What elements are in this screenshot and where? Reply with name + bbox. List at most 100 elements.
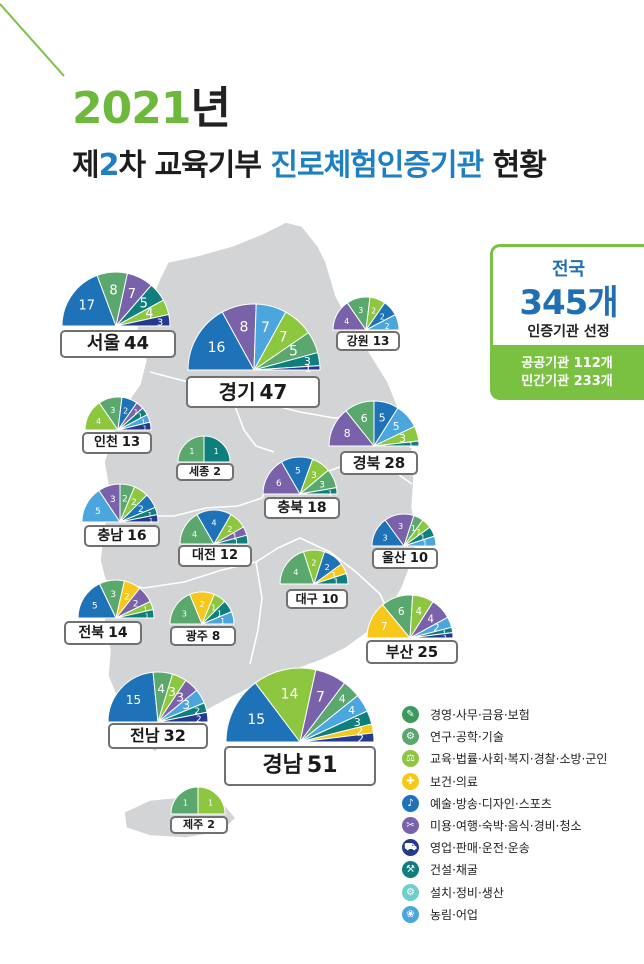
pie-slice-value: 2 — [133, 599, 139, 609]
page-title: 제2차 교육기부 진로체험인증기관 현황 — [72, 146, 547, 186]
legend-item: ✎ 경영·사무·금융·보험 — [402, 704, 642, 726]
pie-slice-value: 1 — [220, 617, 225, 626]
pie-slice-value: 8 — [239, 320, 248, 336]
region-name: 울산 — [381, 551, 406, 566]
pie-slice — [365, 313, 400, 331]
pie-slice-value: 5 — [393, 420, 400, 433]
summary-box: 전국 345개 인증기관 선정 공공기관 112개 민간기관 233개 — [490, 244, 644, 400]
legend-item: ❀ 농림·어업 — [402, 904, 642, 926]
pie-slice-value: 4 — [157, 682, 165, 696]
pie-slice-value: 17 — [78, 299, 95, 314]
region-name: 경기 — [218, 380, 256, 404]
region-total: 28 — [384, 454, 406, 472]
region-total: 51 — [306, 753, 338, 778]
pie-slice-value: 6 — [398, 606, 405, 618]
region-label: 강원 13 — [336, 331, 400, 351]
farm-icon: ❀ — [402, 905, 419, 923]
pie-slice — [177, 435, 205, 463]
region-total: 18 — [307, 500, 327, 516]
region-total: 14 — [108, 625, 128, 641]
legend-item: ⛟ 영업·판매·운전·운송 — [402, 837, 642, 859]
title-part-4: 진로체험인증기관 — [270, 148, 484, 183]
region-total: 8 — [211, 629, 221, 643]
region-total: 13 — [372, 334, 390, 348]
pie-chart-대전: 4 4 211 — [179, 509, 249, 547]
pie-slice-value: 5 — [140, 297, 148, 312]
pie-slice-value: 3 — [110, 590, 116, 600]
pie-slice-value: 1 — [214, 447, 219, 456]
region-name: 대전 — [191, 548, 216, 563]
legend-label: 건설·채굴 — [430, 863, 478, 878]
pie-slice-value: 4 — [348, 704, 355, 717]
region-label: 서울 44 — [60, 330, 176, 358]
pie-chart-대구: 42 211 — [279, 549, 349, 586]
pie-chart-부산: 76 442 11 — [366, 594, 454, 642]
pie-slice-value: 3 — [354, 716, 361, 729]
pie-slice-value: 4 — [415, 606, 422, 618]
pie-slice-value: 1 — [217, 609, 222, 618]
pie-slice-value: 3 — [110, 406, 115, 415]
pie-slice-value: 4 — [145, 307, 153, 322]
pie-slice-value: 3 — [176, 691, 184, 705]
pie-slice-value: 15 — [126, 693, 141, 707]
pie-slice-value: 1 — [138, 413, 142, 421]
pie-slice — [170, 786, 199, 815]
pie-slice-value: 3 — [358, 306, 363, 315]
legend-label: 연구·공학·기술 — [430, 730, 504, 745]
pie-slice — [107, 671, 159, 723]
pie-slice — [201, 611, 235, 625]
legend-item: ♪ 예술·방송·디자인·스포츠 — [402, 793, 642, 815]
region-name: 경북 — [352, 454, 381, 472]
pie-slice — [373, 440, 420, 447]
medical-icon: ✚ — [402, 772, 419, 790]
region-label: 전북 14 — [64, 621, 142, 645]
pie-slice-value: 3 — [319, 481, 325, 491]
legend-label: 경영·사무·금융·보험 — [430, 708, 530, 722]
pie-slice-value: 16 — [208, 340, 226, 356]
region-label: 세종 2 — [176, 463, 234, 481]
pie-chart-강원: 43 222 — [332, 296, 400, 332]
pie-slice-value: 2 — [385, 322, 390, 331]
title-part-1: 제 — [72, 148, 100, 183]
pie-slice — [197, 786, 226, 815]
region-label: 경기 47 — [186, 376, 320, 408]
region-total: 2 — [207, 818, 215, 831]
region-label: 충남 16 — [84, 525, 160, 547]
pie-slice-value: 1 — [143, 425, 147, 433]
pie-slice — [115, 313, 171, 327]
region-label: 충북 18 — [264, 497, 340, 519]
research-icon: ⚙ — [402, 728, 419, 746]
region-name: 강원 — [346, 334, 369, 348]
region-name: 세종 — [189, 465, 210, 478]
pie-slice-value: 2 — [131, 498, 137, 508]
pie-slice-value: 3 — [311, 471, 317, 481]
title-year-suffix: 년 — [190, 83, 230, 134]
beauty-icon: ✂ — [402, 816, 419, 834]
pie-slice-value: 1 — [183, 798, 188, 807]
region-label: 대구 10 — [286, 589, 348, 609]
region-label: 울산 10 — [372, 548, 438, 569]
pie-slice-value: 14 — [281, 686, 299, 702]
pie-slice — [299, 487, 338, 495]
pie-chart-충북: 65 331 — [262, 456, 338, 497]
legend-item: ⚖ 교육·법률·사회·복지·경찰·소방·군인 — [402, 748, 642, 770]
legend: ✎ 경영·사무·금융·보험 ⚙ 연구·공학·기술 ⚖ 교육·법률·사회·복지·경찰·소방·… — [402, 704, 642, 926]
pie-slice-value: 6 — [361, 412, 368, 425]
region-label: 전남 32 — [108, 723, 208, 749]
region-label: 경북 28 — [340, 451, 418, 475]
pie-slice-value: 2 — [122, 494, 128, 504]
briefcase-icon: ✎ — [402, 706, 419, 723]
pie-slice-value: 15 — [247, 712, 265, 728]
region-total: 32 — [163, 726, 186, 745]
legend-label: 미용·여행·숙박·음식·경비·청소 — [430, 818, 582, 833]
title-part-5: 현황 — [483, 148, 547, 183]
pie-slice — [254, 667, 317, 744]
pie-slice-value: 1 — [211, 603, 216, 612]
pie-slice-value: 8 — [344, 427, 351, 440]
pie-slice-value: 5 — [379, 411, 386, 424]
region-name: 전북 — [78, 625, 105, 641]
pie-slice-value: 1 — [148, 511, 152, 519]
pie-slice — [279, 551, 315, 585]
pie-slice-value: 1 — [141, 418, 145, 426]
